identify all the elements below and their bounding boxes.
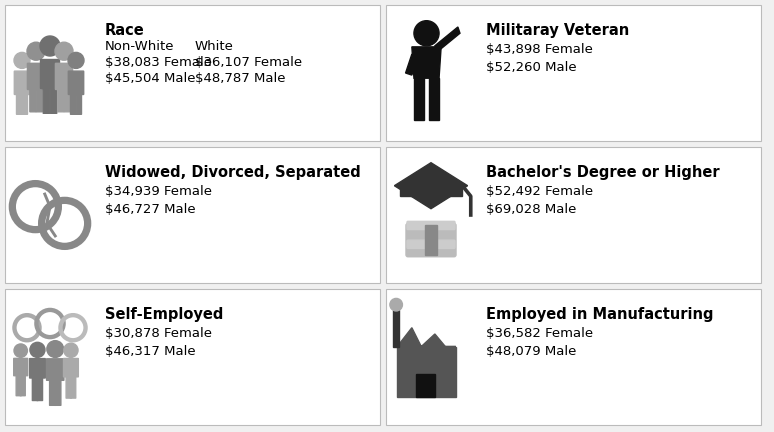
FancyBboxPatch shape [70,91,76,114]
Text: $48,787 Male: $48,787 Male [195,72,286,85]
Text: Widowed, Divorced, Separated: Widowed, Divorced, Separated [105,165,361,180]
FancyBboxPatch shape [407,240,455,248]
Text: $52,260 Male: $52,260 Male [486,61,577,74]
Text: Self-Employed: Self-Employed [105,307,224,322]
FancyBboxPatch shape [29,359,45,378]
FancyBboxPatch shape [20,375,26,396]
FancyBboxPatch shape [30,86,36,112]
FancyBboxPatch shape [386,147,761,283]
FancyBboxPatch shape [40,60,60,89]
FancyBboxPatch shape [37,378,43,400]
FancyBboxPatch shape [64,86,70,112]
Text: $38,083 Female: $38,083 Female [105,56,212,69]
FancyBboxPatch shape [50,85,57,113]
Polygon shape [429,78,439,120]
FancyBboxPatch shape [16,375,21,396]
Circle shape [30,342,45,357]
FancyBboxPatch shape [36,86,42,112]
Circle shape [47,341,63,357]
FancyBboxPatch shape [425,226,437,255]
Circle shape [68,52,84,68]
Text: $46,727 Male: $46,727 Male [105,203,196,216]
FancyBboxPatch shape [55,380,61,405]
Text: $69,028 Male: $69,028 Male [486,203,577,216]
FancyBboxPatch shape [393,310,399,346]
FancyBboxPatch shape [68,71,84,95]
Circle shape [40,36,60,56]
Text: $48,079 Male: $48,079 Male [486,345,577,358]
FancyBboxPatch shape [56,64,73,89]
FancyBboxPatch shape [397,346,456,397]
Text: $36,582 Female: $36,582 Female [486,327,593,340]
Text: Militaray Veteran: Militaray Veteran [486,23,629,38]
FancyBboxPatch shape [46,359,64,380]
FancyBboxPatch shape [27,64,45,89]
FancyBboxPatch shape [416,374,435,397]
FancyBboxPatch shape [5,289,380,425]
FancyBboxPatch shape [66,376,71,398]
FancyBboxPatch shape [58,86,63,112]
Text: $46,317 Male: $46,317 Male [105,345,196,358]
FancyBboxPatch shape [70,376,76,398]
Circle shape [14,344,27,357]
FancyBboxPatch shape [63,359,78,377]
FancyBboxPatch shape [22,91,28,114]
FancyBboxPatch shape [16,91,22,114]
Text: $52,492 Female: $52,492 Female [486,185,593,198]
FancyBboxPatch shape [33,378,38,400]
Text: Employed in Manufacturing: Employed in Manufacturing [486,307,714,322]
FancyBboxPatch shape [386,5,761,141]
FancyBboxPatch shape [50,380,56,405]
Text: Bachelor's Degree or Higher: Bachelor's Degree or Higher [486,165,720,180]
Text: $43,898 Female: $43,898 Female [486,43,593,56]
Polygon shape [414,78,424,120]
Text: $45,504 Male: $45,504 Male [105,72,196,85]
FancyBboxPatch shape [407,221,455,229]
Circle shape [63,343,78,357]
Circle shape [27,42,45,60]
Circle shape [14,52,30,68]
Circle shape [414,21,439,46]
Polygon shape [412,47,441,78]
Polygon shape [435,27,460,52]
Text: White: White [195,40,234,53]
Text: $30,878 Female: $30,878 Female [105,327,212,340]
Circle shape [55,42,73,60]
Text: $36,107 Female: $36,107 Female [195,56,302,69]
FancyBboxPatch shape [76,91,81,114]
FancyBboxPatch shape [5,5,380,141]
FancyBboxPatch shape [386,289,761,425]
Text: $34,939 Female: $34,939 Female [105,185,212,198]
Circle shape [390,299,402,311]
FancyBboxPatch shape [406,223,456,257]
FancyBboxPatch shape [43,85,50,113]
Polygon shape [395,163,467,209]
FancyBboxPatch shape [14,71,29,95]
Text: Non-White: Non-White [105,40,174,53]
FancyBboxPatch shape [14,359,28,376]
FancyBboxPatch shape [5,147,380,283]
Text: Race: Race [105,23,145,38]
Polygon shape [406,54,418,75]
Polygon shape [399,186,462,196]
Polygon shape [397,328,456,346]
